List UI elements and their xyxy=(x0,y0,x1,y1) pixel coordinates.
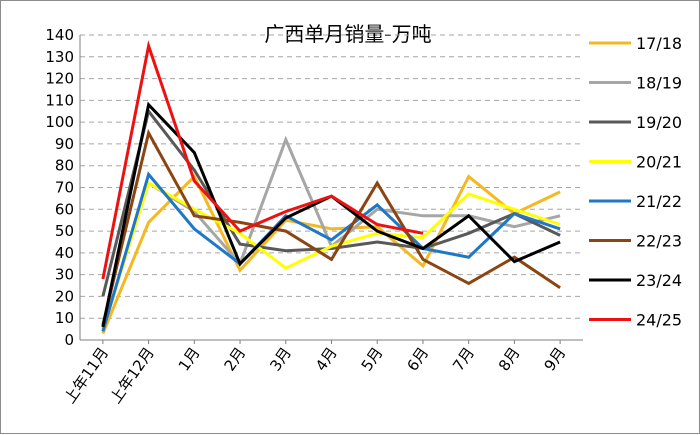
x-tick-label: 3月 xyxy=(266,344,295,374)
y-tick-label: 0 xyxy=(64,331,74,349)
y-tick-label: 40 xyxy=(55,244,74,262)
y-tick-label: 20 xyxy=(55,287,74,305)
y-tick-label: 110 xyxy=(45,91,74,109)
series-layer xyxy=(101,40,561,335)
legend-label: 18/19 xyxy=(636,74,682,93)
grid-layer xyxy=(80,34,583,319)
x-tick-label: 5月 xyxy=(358,344,387,374)
x-tick-label: 上年12月 xyxy=(106,344,158,407)
chart-title: 广西单月销量-万吨 xyxy=(264,22,431,46)
y-tick-label: 90 xyxy=(55,135,74,153)
legend: 17/18 18/19 19/20 20/21 21/22 22/23 23/24 24/25 xyxy=(589,34,682,330)
x-tick-label: 8月 xyxy=(495,344,524,374)
y-tick-label: 140 xyxy=(45,26,74,44)
y-tick-label: 30 xyxy=(55,266,74,284)
x-tick-label: 9月 xyxy=(541,344,570,374)
legend-label: 19/20 xyxy=(636,113,682,132)
y-tick-label: 70 xyxy=(55,179,74,197)
legend-label: 17/18 xyxy=(636,34,682,53)
x-tick-label: 上年11月 xyxy=(61,344,113,407)
series-line-23-24 xyxy=(101,101,561,328)
series-line-21-22 xyxy=(101,171,561,332)
x-tick-label: 2月 xyxy=(220,344,249,374)
y-tick-label: 100 xyxy=(45,113,74,131)
legend-label: 22/23 xyxy=(636,232,682,251)
y-tick-label: 130 xyxy=(45,48,74,66)
series-line-24-25 xyxy=(101,40,424,280)
x-tick-label: 7月 xyxy=(449,344,478,374)
x-tick-label: 6月 xyxy=(403,344,432,374)
series-line-22-23 xyxy=(101,128,561,326)
y-tick-label: 10 xyxy=(55,309,74,327)
series-line-19-20 xyxy=(101,107,561,297)
x-tick-label: 4月 xyxy=(312,344,341,374)
legend-label: 23/24 xyxy=(636,271,682,290)
y-tick-label: 120 xyxy=(45,70,74,88)
y-tick-label: 80 xyxy=(55,157,74,175)
legend-label: 20/21 xyxy=(636,153,682,172)
series-line-20-21 xyxy=(101,180,561,330)
x-tick-label: 1月 xyxy=(175,344,204,374)
legend-label: 21/22 xyxy=(636,192,682,211)
y-tick-label: 60 xyxy=(55,200,74,218)
y-tick-label: 50 xyxy=(55,222,74,240)
series-line-17-18 xyxy=(101,174,561,335)
legend-label: 24/25 xyxy=(636,311,682,330)
